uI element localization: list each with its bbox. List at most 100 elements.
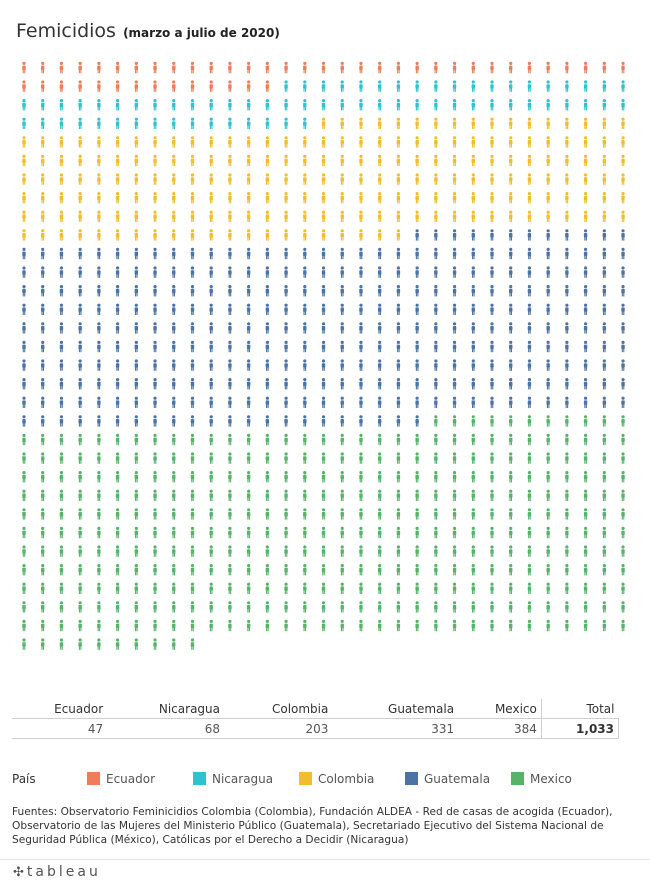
person-icon-colombia xyxy=(321,173,326,185)
person-icon-colombia xyxy=(153,210,157,222)
person-icon-mexico xyxy=(22,564,26,576)
person-icon-mexico xyxy=(190,564,195,576)
person-icon-mexico xyxy=(97,638,101,650)
person-icon-colombia xyxy=(153,136,157,148)
person-icon-colombia xyxy=(509,117,513,129)
person-icon-mexico xyxy=(22,545,26,557)
person-icon-guatemala xyxy=(246,322,251,334)
person-icon-nicaragua xyxy=(602,99,607,111)
person-icon-guatemala xyxy=(509,247,513,260)
person-icon-guatemala xyxy=(190,415,195,427)
person-icon-mexico xyxy=(153,582,157,594)
summary-table: Ecuador Nicaragua Colombia Guatemala Mex… xyxy=(12,699,620,739)
person-icon-ecuador xyxy=(434,61,438,74)
person-icon-colombia xyxy=(565,154,569,167)
person-icon-mexico xyxy=(97,601,101,613)
person-icon-guatemala xyxy=(471,229,475,241)
person-icon-mexico xyxy=(228,582,232,594)
person-icon-guatemala xyxy=(602,229,607,241)
person-icon-guatemala xyxy=(509,285,513,297)
person-icon-mexico xyxy=(153,433,157,446)
person-icon-colombia xyxy=(190,229,195,241)
person-icon-mexico xyxy=(471,582,475,594)
person-icon-colombia xyxy=(172,173,176,185)
person-icon-mexico xyxy=(172,564,176,576)
person-icon-colombia xyxy=(377,136,382,148)
person-icon-guatemala xyxy=(78,359,82,371)
person-icon-guatemala xyxy=(359,322,363,334)
person-icon-mexico xyxy=(546,601,550,613)
person-icon-mexico xyxy=(284,433,288,446)
person-icon-guatemala xyxy=(22,303,26,315)
person-icon-guatemala xyxy=(565,303,569,315)
person-icon-guatemala xyxy=(153,285,157,297)
person-icon-mexico xyxy=(415,471,419,483)
person-icon-colombia xyxy=(415,173,419,185)
person-icon-colombia xyxy=(565,173,569,185)
tableau-logo[interactable]: ✣ tableau xyxy=(13,864,101,880)
person-icon-colombia xyxy=(434,117,438,129)
person-icon-mexico xyxy=(415,508,419,520)
person-icon-ecuador xyxy=(134,61,139,74)
person-icon-nicaragua xyxy=(471,99,475,111)
person-icon-guatemala xyxy=(78,303,82,315)
person-icon-mexico xyxy=(209,489,213,501)
person-icon-guatemala xyxy=(246,378,251,390)
person-icon-guatemala xyxy=(321,340,326,353)
person-icon-guatemala xyxy=(359,359,363,371)
person-icon-mexico xyxy=(396,433,401,446)
person-icon-guatemala xyxy=(228,303,232,315)
legend: País Ecuador Nicaragua Colombia Guatemal… xyxy=(12,771,632,787)
person-icon-nicaragua xyxy=(321,80,326,92)
person-icon-guatemala xyxy=(97,303,101,315)
person-icon-mexico xyxy=(565,601,569,613)
person-icon-guatemala xyxy=(97,247,101,260)
person-icon-mexico xyxy=(246,489,251,501)
person-icon-mexico xyxy=(246,601,251,613)
person-icon-guatemala xyxy=(115,266,120,278)
person-icon-ecuador xyxy=(396,61,401,74)
person-icon-guatemala xyxy=(602,247,607,260)
chart-title-subtitle: (marzo a julio de 2020) xyxy=(123,26,280,40)
person-icon-guatemala xyxy=(321,415,326,427)
person-icon-colombia xyxy=(583,192,588,204)
person-icon-guatemala xyxy=(602,378,607,390)
person-icon-colombia xyxy=(246,210,251,222)
person-icon-guatemala xyxy=(134,266,139,278)
person-icon-ecuador xyxy=(359,61,363,74)
person-icon-mexico xyxy=(209,433,213,446)
person-icon-guatemala xyxy=(396,322,401,334)
person-icon-guatemala xyxy=(265,322,270,334)
person-icon-guatemala xyxy=(377,303,382,315)
person-icon-mexico xyxy=(97,508,101,520)
person-icon-mexico xyxy=(583,415,588,427)
person-icon-mexico xyxy=(621,601,625,613)
person-icon-mexico xyxy=(434,433,438,446)
person-icon-colombia xyxy=(377,210,382,222)
person-icon-mexico xyxy=(115,433,120,446)
person-icon-colombia xyxy=(396,210,401,222)
person-icon-guatemala xyxy=(209,359,213,371)
person-icon-colombia xyxy=(434,210,438,222)
person-icon-guatemala xyxy=(134,378,139,390)
person-icon-colombia xyxy=(602,210,607,222)
person-icon-guatemala xyxy=(377,322,382,334)
person-icon-mexico xyxy=(172,526,176,539)
person-icon-nicaragua xyxy=(115,117,120,129)
person-icon-mexico xyxy=(303,582,307,594)
person-icon-colombia xyxy=(546,192,550,204)
person-icon-guatemala xyxy=(265,303,270,315)
person-icon-mexico xyxy=(22,619,26,632)
person-icon-ecuador xyxy=(59,80,64,92)
person-icon-guatemala xyxy=(172,266,176,278)
person-icon-colombia xyxy=(59,192,64,204)
person-icon-guatemala xyxy=(377,266,382,278)
person-icon-guatemala xyxy=(97,322,101,334)
person-icon-mexico xyxy=(602,452,607,464)
person-icon-colombia xyxy=(284,210,288,222)
person-icon-colombia xyxy=(396,136,401,148)
person-icon-guatemala xyxy=(434,340,438,353)
person-icon-mexico xyxy=(209,619,213,632)
person-icon-guatemala xyxy=(246,415,251,427)
person-icon-mexico xyxy=(546,619,550,632)
